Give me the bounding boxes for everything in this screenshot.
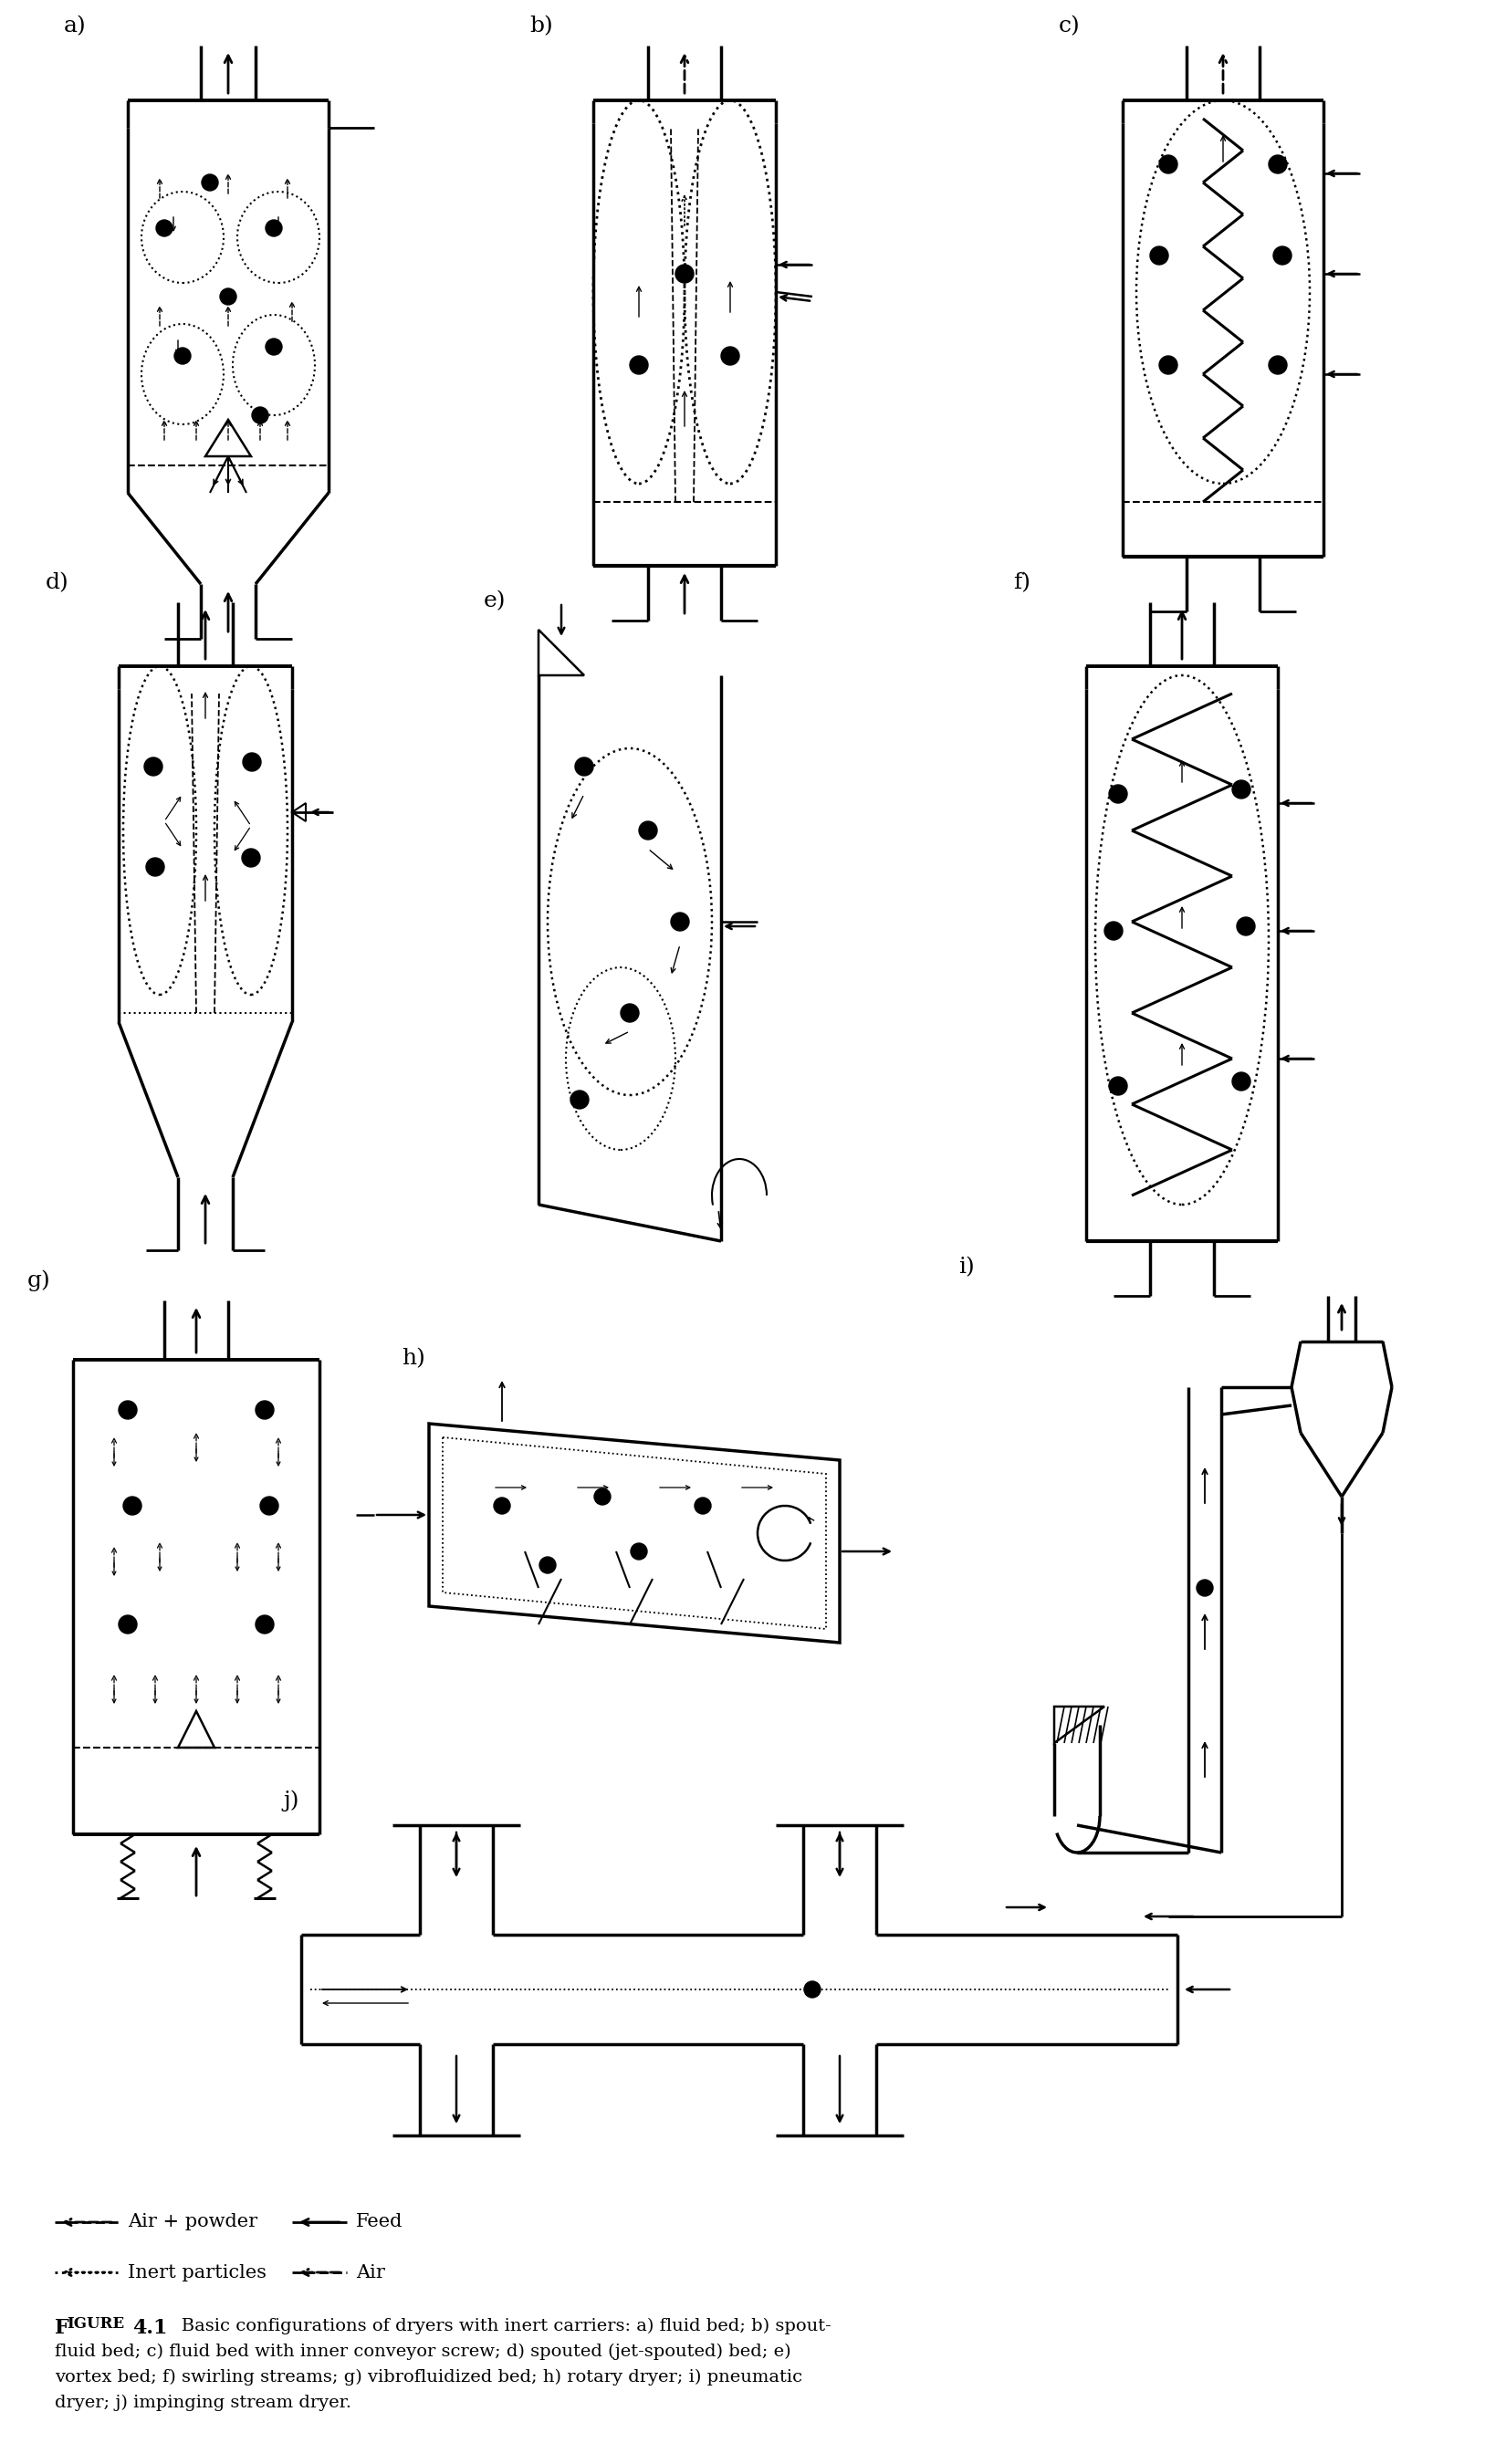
Circle shape [1236,917,1254,936]
Text: e): e) [483,591,506,611]
Circle shape [1197,1579,1212,1597]
Circle shape [202,175,218,190]
Text: d): d) [45,572,69,594]
Circle shape [1160,355,1178,375]
Circle shape [571,1092,589,1109]
Circle shape [252,407,268,424]
Circle shape [1160,155,1178,172]
Circle shape [631,1542,648,1560]
Text: F: F [54,2319,69,2338]
Circle shape [265,219,282,237]
Text: dryer; j) impinging stream dryer.: dryer; j) impinging stream dryer. [54,2395,351,2412]
Circle shape [575,756,593,776]
Circle shape [620,1003,639,1023]
Circle shape [1232,781,1250,798]
Circle shape [265,338,282,355]
Text: a): a) [63,15,86,37]
Text: g): g) [27,1269,51,1291]
Circle shape [539,1557,556,1574]
Text: IGURE: IGURE [66,2316,123,2331]
Text: b): b) [530,15,553,37]
Circle shape [157,219,173,237]
Circle shape [261,1496,279,1515]
Circle shape [721,347,739,365]
Circle shape [670,912,690,931]
Text: j): j) [283,1789,298,1811]
Text: c): c) [1059,15,1080,37]
Circle shape [220,288,236,306]
Circle shape [256,1616,274,1634]
Text: Air: Air [355,2264,386,2282]
Circle shape [175,347,191,365]
Text: h): h) [402,1348,425,1370]
Circle shape [123,1496,142,1515]
Circle shape [630,355,648,375]
Circle shape [1268,155,1288,172]
Text: Feed: Feed [355,2213,404,2230]
Circle shape [242,754,261,771]
Text: Basic configurations of dryers with inert carriers: a) fluid bed; b) spout-: Basic configurations of dryers with iner… [164,2319,831,2336]
Text: fluid bed; c) fluid bed with inner conveyor screw; d) spouted (jet-spouted) bed;: fluid bed; c) fluid bed with inner conve… [54,2343,791,2361]
Circle shape [256,1402,274,1419]
Circle shape [595,1488,610,1506]
Text: 4.1: 4.1 [133,2319,167,2338]
Circle shape [1273,246,1292,264]
Circle shape [119,1402,137,1419]
Text: f): f) [1014,572,1030,594]
Circle shape [694,1498,711,1513]
Circle shape [146,857,164,877]
Text: i): i) [958,1257,974,1279]
Text: vortex bed; f) swirling streams; g) vibrofluidized bed; h) rotary dryer; i) pneu: vortex bed; f) swirling streams; g) vibr… [54,2368,803,2385]
Circle shape [1108,786,1126,803]
Circle shape [639,821,657,840]
Circle shape [804,1981,821,1998]
Circle shape [145,756,163,776]
Circle shape [242,848,261,867]
Text: Inert particles: Inert particles [128,2264,267,2282]
Circle shape [494,1498,511,1513]
Circle shape [1151,246,1169,264]
Circle shape [1232,1072,1250,1092]
Circle shape [119,1616,137,1634]
Circle shape [1108,1077,1126,1094]
Text: Air + powder: Air + powder [128,2213,258,2230]
Circle shape [1104,922,1122,939]
Circle shape [1268,355,1288,375]
Circle shape [675,264,694,283]
